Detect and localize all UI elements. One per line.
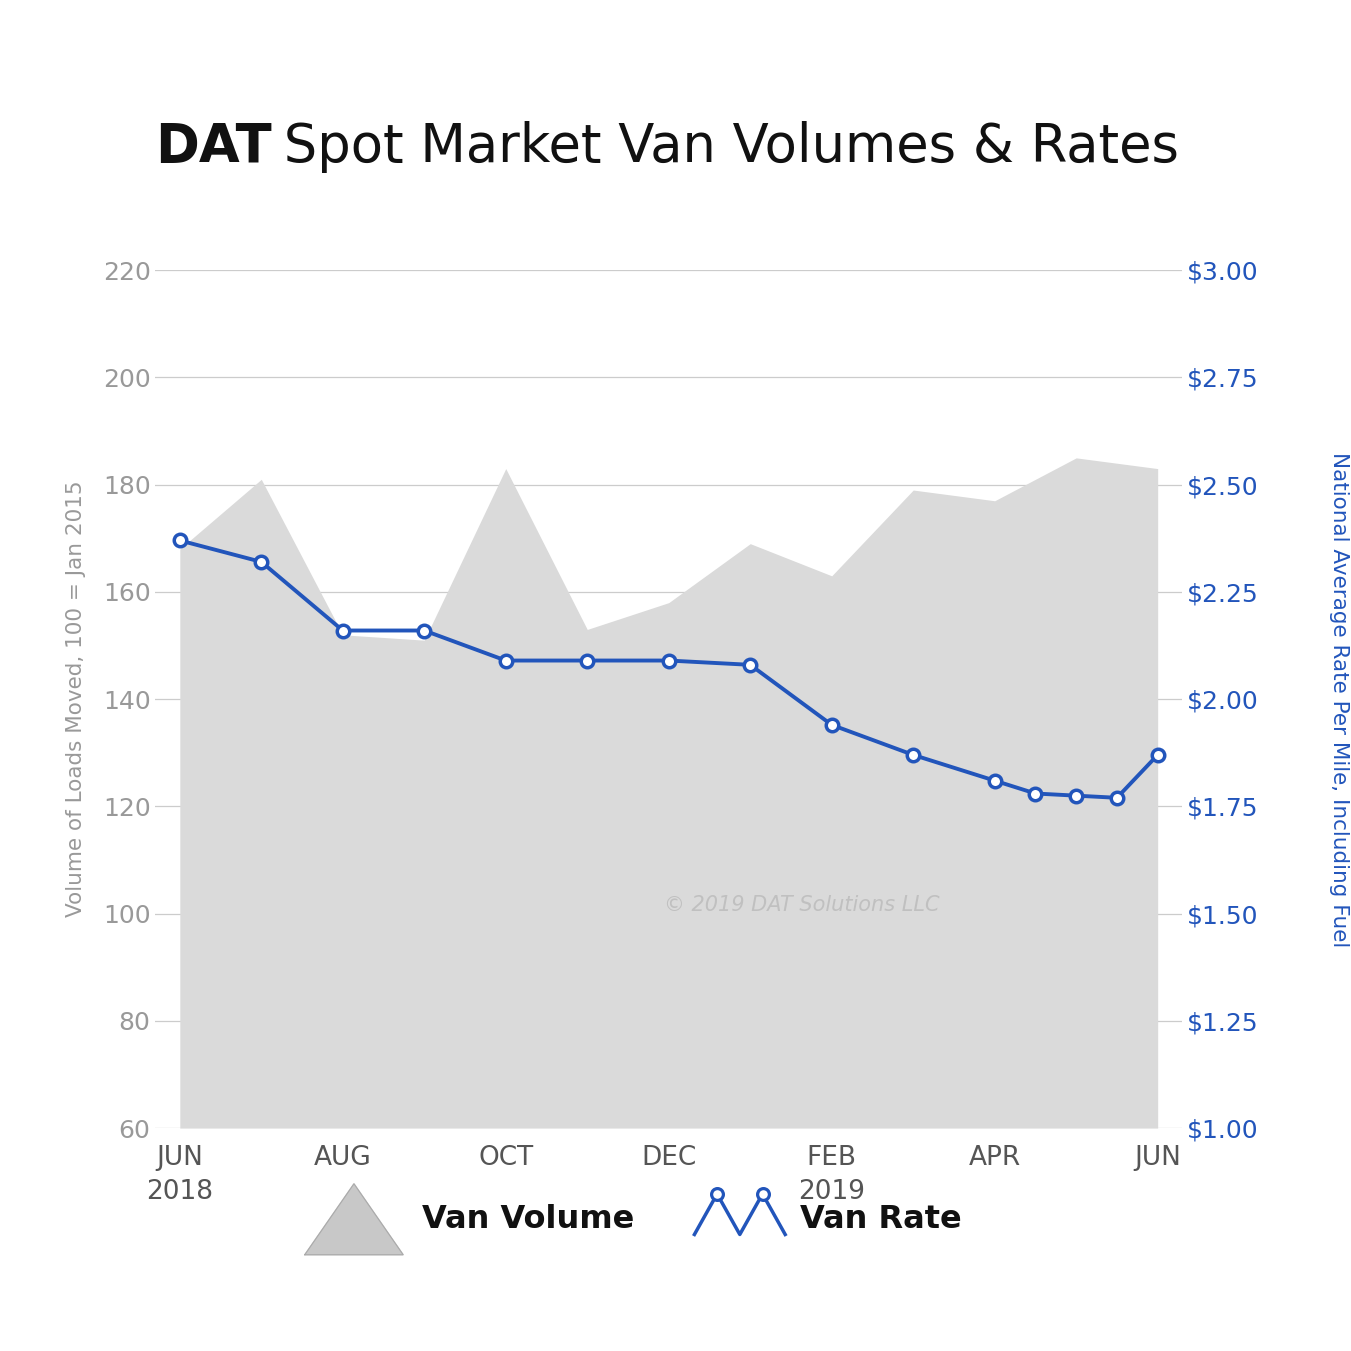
Polygon shape (305, 1183, 403, 1255)
Text: © 2019 DAT Solutions LLC: © 2019 DAT Solutions LLC (665, 894, 940, 915)
Y-axis label: Volume of Loads Moved, 100 = Jan 2015: Volume of Loads Moved, 100 = Jan 2015 (66, 481, 86, 917)
Text: Van Rate: Van Rate (800, 1204, 962, 1235)
Text: Spot Market Van Volumes & Rates: Spot Market Van Volumes & Rates (267, 122, 1179, 173)
Y-axis label: National Average Rate Per Mile, Including Fuel: National Average Rate Per Mile, Includin… (1329, 451, 1350, 947)
Text: Van Volume: Van Volume (422, 1204, 635, 1235)
Text: DAT: DAT (155, 122, 272, 173)
